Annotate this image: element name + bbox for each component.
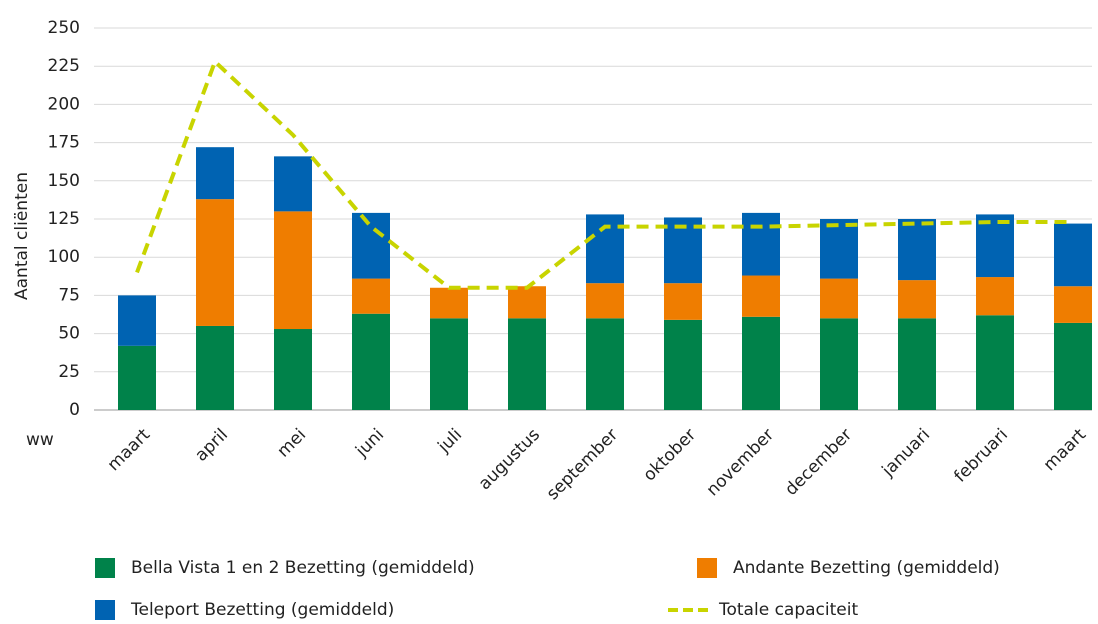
x-tick-label: maart bbox=[104, 425, 154, 475]
x-tick-label: mei bbox=[273, 425, 310, 462]
y-tick-label: 75 bbox=[58, 285, 80, 305]
bar-segment bbox=[586, 318, 624, 410]
x-tick-label: januari bbox=[878, 425, 934, 481]
x-axis-label: ww bbox=[26, 430, 54, 450]
y-tick-label: 250 bbox=[48, 18, 80, 38]
y-tick-label: 50 bbox=[58, 324, 80, 344]
legend-label: Bella Vista 1 en 2 Bezetting (gemiddeld) bbox=[131, 558, 475, 578]
x-tick-label: oktober bbox=[640, 425, 701, 486]
bar-segment bbox=[586, 283, 624, 319]
y-tick-label: 150 bbox=[48, 171, 80, 191]
legend-swatch bbox=[697, 558, 717, 578]
bar-segment bbox=[508, 318, 546, 410]
x-tick-label: november bbox=[703, 425, 778, 500]
y-tick-label: 0 bbox=[69, 400, 80, 420]
x-tick-label: september bbox=[543, 425, 622, 504]
bar-segment bbox=[976, 277, 1014, 316]
x-tick-label: juni bbox=[351, 425, 388, 462]
y-tick-label: 100 bbox=[48, 247, 80, 267]
y-tick-label: 25 bbox=[58, 362, 80, 382]
bar-segment bbox=[742, 316, 780, 410]
bar-segment bbox=[352, 278, 390, 314]
bar-segment bbox=[118, 345, 156, 410]
legend-label: Andante Bezetting (gemiddeld) bbox=[733, 558, 1000, 578]
bar-segment bbox=[976, 315, 1014, 410]
legend-label: Totale capaciteit bbox=[718, 600, 858, 620]
bar-segment bbox=[430, 287, 468, 319]
bar-segment bbox=[196, 199, 234, 326]
bar-segment bbox=[742, 275, 780, 317]
capacity-line bbox=[135, 58, 1073, 290]
bar-segment bbox=[352, 212, 390, 279]
bar-segment bbox=[898, 280, 936, 319]
bar-segment bbox=[742, 212, 780, 276]
bar-segment bbox=[274, 156, 312, 212]
bar-segment bbox=[820, 219, 858, 279]
bar-segment bbox=[898, 318, 936, 410]
x-tick-label: december bbox=[781, 425, 856, 500]
bar-segment bbox=[118, 295, 156, 346]
y-tick-label: 125 bbox=[48, 209, 80, 229]
bar-segment bbox=[508, 286, 546, 319]
bar-segment bbox=[274, 329, 312, 410]
y-tick-label: 175 bbox=[48, 133, 80, 153]
bar-segment bbox=[1054, 286, 1092, 323]
bar-segment bbox=[1054, 322, 1092, 410]
x-tick-label: april bbox=[191, 425, 232, 466]
x-tick-label: februari bbox=[950, 425, 1012, 487]
x-tick-label: maart bbox=[1040, 425, 1090, 475]
legend-swatch bbox=[95, 558, 115, 578]
y-tick-label: 225 bbox=[48, 56, 80, 76]
bar-segment bbox=[352, 313, 390, 410]
legend-swatch bbox=[95, 600, 115, 620]
legend-label: Teleport Bezetting (gemiddeld) bbox=[130, 600, 394, 620]
y-axis-label: Aantal cliënten bbox=[12, 172, 32, 300]
y-tick-label: 200 bbox=[48, 94, 80, 114]
bar-segment bbox=[664, 319, 702, 410]
bar-segment bbox=[430, 318, 468, 410]
bar-segment bbox=[820, 318, 858, 410]
x-tick-label: augustus bbox=[475, 425, 544, 494]
bar-segment bbox=[898, 219, 936, 281]
bar-segment bbox=[664, 283, 702, 320]
bar-segment bbox=[196, 147, 234, 200]
bar-segment bbox=[1054, 223, 1092, 287]
bar-segment bbox=[976, 214, 1014, 278]
x-tick-label: juli bbox=[434, 425, 466, 457]
bar-segment bbox=[820, 278, 858, 319]
bar-segment bbox=[196, 325, 234, 410]
bar-segment bbox=[274, 211, 312, 330]
